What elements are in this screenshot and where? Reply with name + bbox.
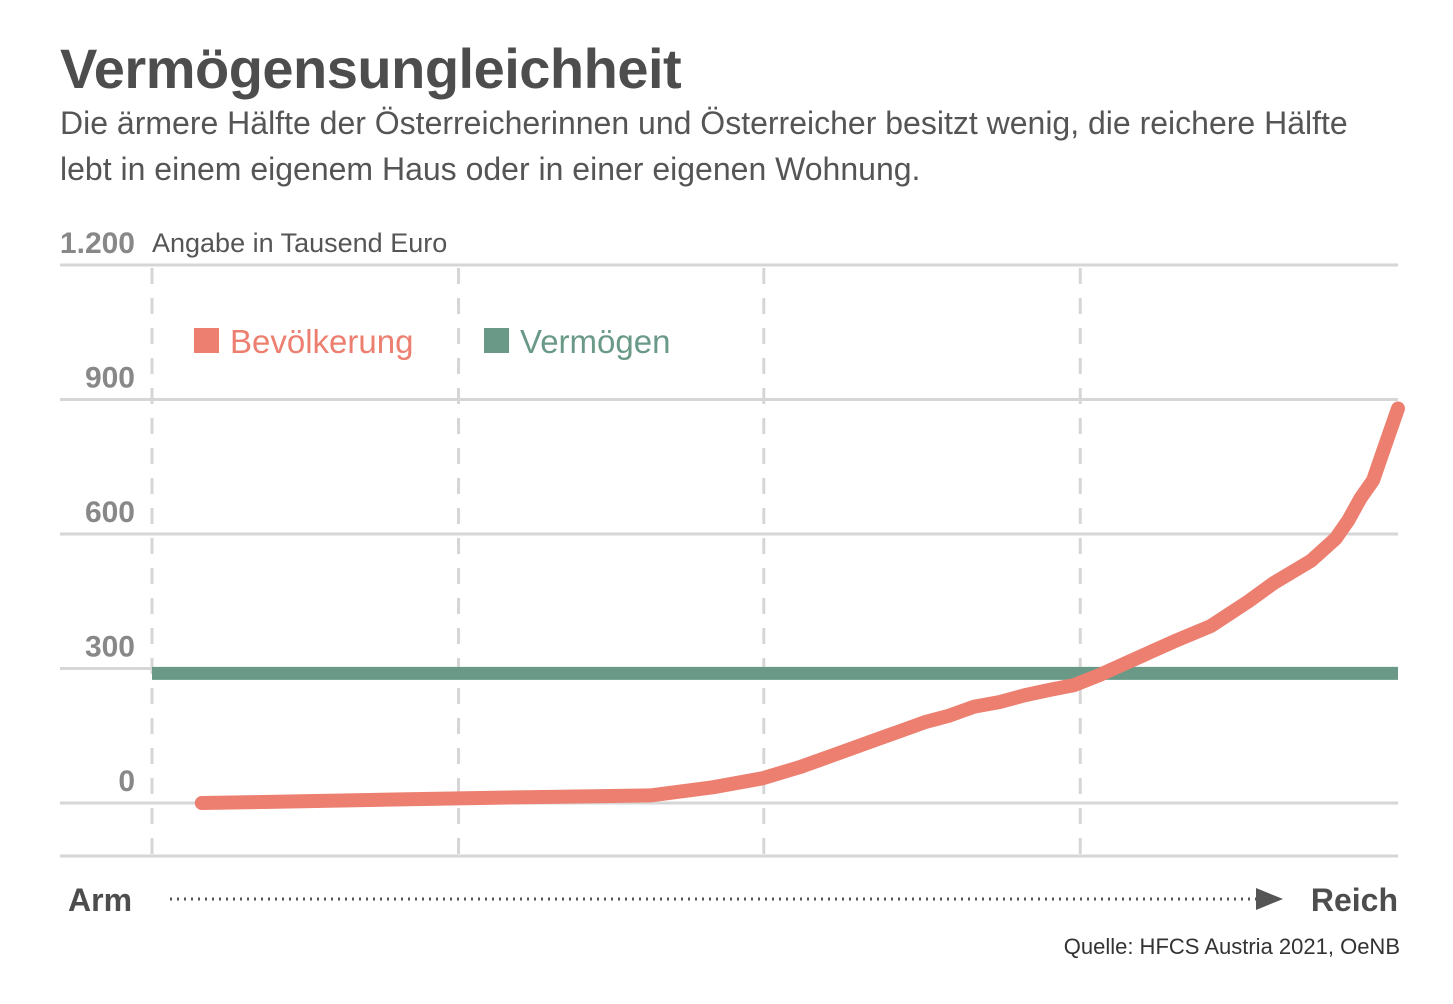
legend: Bevölkerung Vermögen <box>194 323 670 360</box>
series-line-bevoelkerung <box>194 401 1405 810</box>
y-tick-label-300: 300 <box>85 631 135 664</box>
y-tick-label-900: 900 <box>85 362 135 395</box>
chart-subtitle: Die ärmere Hälfte der Österreicherinnen … <box>60 105 1348 187</box>
legend-swatch-vermoegen <box>484 328 509 353</box>
source-note: Quelle: HFCS Austria 2021, OeNB <box>1063 934 1400 959</box>
y-axis-unit-label: Angabe in Tausend Euro <box>152 228 447 258</box>
legend-label-vermoegen: Vermögen <box>520 323 670 360</box>
y-tick-label-1200: 1.200 <box>60 227 135 260</box>
series-layer <box>152 401 1405 810</box>
y-tick-label-600: 600 <box>85 496 135 529</box>
y-tick-label-0: 0 <box>118 765 135 798</box>
x-axis-end-label: Reich <box>1311 882 1398 918</box>
arrow-right-icon <box>1256 888 1283 910</box>
chart-title: Vermögensungleichheit <box>60 37 682 100</box>
x-axis-start-label: Arm <box>68 882 132 918</box>
legend-swatch-bevoelkerung <box>194 328 219 353</box>
legend-label-bevoelkerung: Bevölkerung <box>230 323 413 360</box>
vertical-gridlines <box>150 268 1082 856</box>
x-axis-direction: Arm Reich <box>68 882 1398 918</box>
y-axis-ticks: 0 300 600 900 1.200 <box>60 227 135 798</box>
